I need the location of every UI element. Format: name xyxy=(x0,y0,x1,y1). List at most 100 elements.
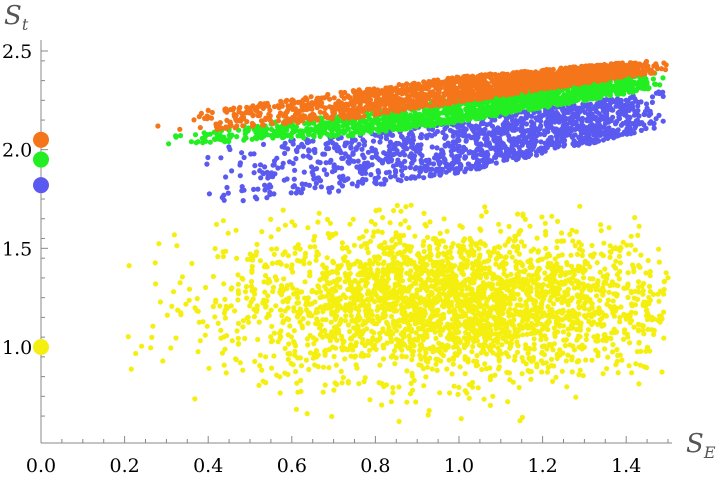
data-point xyxy=(555,315,561,321)
data-point xyxy=(571,285,578,291)
data-point xyxy=(638,99,644,105)
data-point xyxy=(270,284,277,290)
data-point xyxy=(450,129,456,135)
data-point xyxy=(388,247,394,253)
data-point xyxy=(490,249,496,255)
data-point xyxy=(577,203,583,209)
data-point xyxy=(630,106,636,112)
data-point xyxy=(404,175,410,182)
data-point xyxy=(242,289,249,295)
data-point xyxy=(324,171,330,177)
data-point xyxy=(609,349,616,355)
data-point xyxy=(282,222,288,228)
data-point xyxy=(445,303,451,309)
data-point xyxy=(580,265,586,271)
data-point xyxy=(584,118,590,124)
data-point xyxy=(237,360,243,366)
data-point xyxy=(537,257,543,263)
data-point xyxy=(536,329,542,335)
data-point xyxy=(280,160,286,166)
data-point xyxy=(564,262,570,268)
data-point xyxy=(320,364,327,370)
data-point xyxy=(312,185,318,191)
data-point xyxy=(340,340,346,346)
data-point xyxy=(240,198,246,204)
data-point xyxy=(575,317,581,324)
data-point xyxy=(661,335,667,341)
data-point xyxy=(403,326,409,332)
data-point xyxy=(240,324,246,330)
data-point xyxy=(559,368,565,374)
data-point xyxy=(252,194,258,200)
data-point xyxy=(288,190,294,196)
data-point xyxy=(326,365,332,371)
data-point xyxy=(605,297,612,303)
data-point xyxy=(463,262,469,268)
data-point xyxy=(542,324,548,330)
data-point xyxy=(529,320,535,327)
data-point xyxy=(474,333,480,339)
data-point xyxy=(375,228,381,234)
data-point xyxy=(362,304,369,310)
data-point xyxy=(302,250,309,256)
data-point xyxy=(438,278,444,284)
data-point xyxy=(178,312,184,318)
data-point xyxy=(523,115,530,121)
data-point xyxy=(484,322,490,328)
data-point xyxy=(378,296,385,302)
data-point xyxy=(325,304,331,310)
data-point xyxy=(490,285,496,292)
data-point xyxy=(639,120,645,126)
data-point xyxy=(175,307,181,313)
data-point xyxy=(386,143,392,149)
data-point xyxy=(128,366,134,372)
data-point xyxy=(373,153,379,159)
data-point xyxy=(533,322,540,328)
data-point xyxy=(463,137,469,143)
data-point xyxy=(584,102,590,108)
data-point xyxy=(429,144,435,150)
data-point xyxy=(451,356,457,362)
data-point xyxy=(457,223,463,229)
data-point xyxy=(616,114,622,120)
data-point xyxy=(452,312,458,318)
data-point xyxy=(418,132,425,138)
data-point xyxy=(474,166,480,172)
data-point xyxy=(270,174,276,180)
data-point xyxy=(340,155,346,161)
data-point xyxy=(251,151,257,157)
data-point xyxy=(493,152,499,158)
data-point xyxy=(533,127,540,133)
data-point xyxy=(660,118,666,124)
data-point xyxy=(544,369,551,375)
data-point xyxy=(229,338,235,344)
data-point xyxy=(432,329,438,335)
data-point xyxy=(313,337,319,343)
data-point xyxy=(490,393,496,399)
data-point xyxy=(596,310,602,317)
data-point xyxy=(423,299,429,305)
data-point xyxy=(241,154,247,161)
data-point xyxy=(273,303,279,309)
data-point xyxy=(487,331,494,337)
data-point xyxy=(417,300,423,306)
data-point xyxy=(371,229,377,235)
data-point xyxy=(218,155,224,161)
data-point xyxy=(349,181,355,187)
data-point xyxy=(460,255,466,261)
data-point xyxy=(424,135,430,141)
data-point xyxy=(353,145,359,152)
data-point xyxy=(300,153,306,159)
data-point xyxy=(615,283,621,289)
data-point xyxy=(569,369,575,375)
data-point xyxy=(541,352,548,358)
data-point xyxy=(204,323,210,329)
data-point xyxy=(617,247,623,254)
data-point xyxy=(513,276,520,282)
data-point xyxy=(388,303,395,309)
data-point xyxy=(559,317,566,323)
data-point xyxy=(457,304,463,310)
data-point xyxy=(502,242,508,248)
data-point xyxy=(635,328,642,334)
data-point xyxy=(388,313,395,319)
